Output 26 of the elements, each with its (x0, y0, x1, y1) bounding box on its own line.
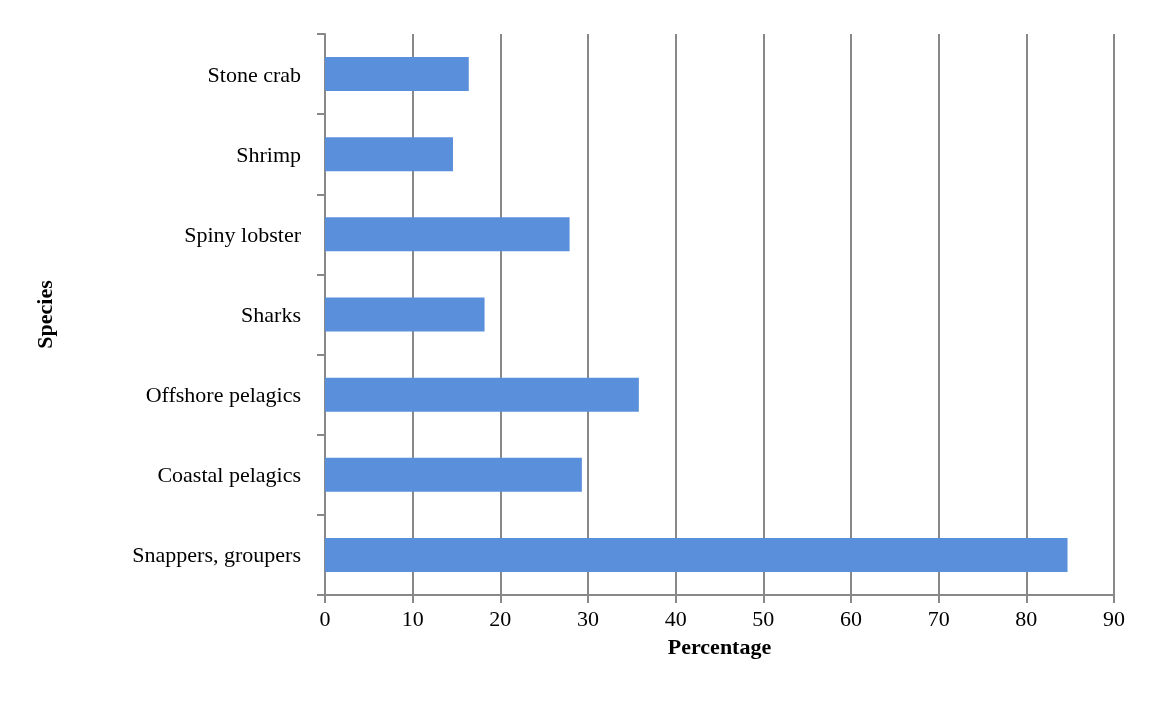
y-axis-title: Species (31, 279, 57, 349)
y-tick-label: Coastal pelagics (157, 462, 301, 488)
bar (325, 457, 582, 492)
x-tick-label: 10 (401, 605, 424, 631)
y-tick-label: Sharks (241, 302, 301, 327)
bar (325, 537, 1068, 572)
x-axis-title: Percentage (667, 633, 772, 659)
x-tick-label: 20 (489, 605, 512, 631)
bar (325, 377, 639, 412)
y-tick-label: Shrimp (236, 141, 301, 167)
x-tick-label: 70 (927, 605, 950, 631)
y-tick-label: Spiny lobster (184, 221, 302, 247)
x-tick-label: 80 (1015, 605, 1038, 631)
x-tick-label: 0 (319, 605, 331, 631)
x-tick-label: 60 (840, 605, 862, 631)
x-tick-label: 30 (577, 605, 599, 631)
bar (325, 137, 453, 172)
x-tick-label: 50 (752, 605, 775, 631)
x-tick-label: 90 (1103, 605, 1125, 631)
y-tick-label: Offshore pelagics (145, 382, 301, 408)
bar (325, 217, 570, 252)
bar (325, 297, 485, 332)
x-tick-label: 40 (664, 605, 687, 631)
bar (325, 57, 469, 92)
y-tick-label: Stone crab (207, 61, 301, 87)
y-tick-label: Snappers, groupers (132, 542, 301, 568)
